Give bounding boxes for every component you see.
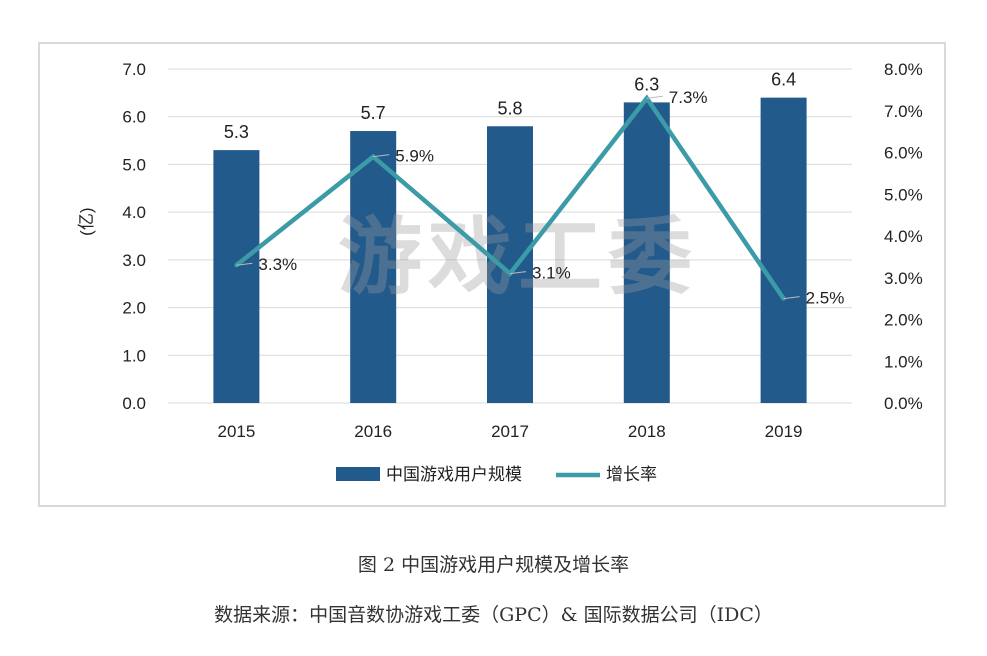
- chart-frame: 0.0 1.0 2.0 3.0 4.0 5.0 6.0 7.0 0.0% 1.0% 2.0% 3.0%…: [38, 42, 946, 507]
- bar: [487, 126, 533, 403]
- bar: [760, 97, 807, 403]
- y2-tick-label: 3.0%: [884, 269, 923, 288]
- data-label-leader: [646, 95, 663, 99]
- x-tick-label: 2018: [628, 422, 666, 441]
- data-label-leader: [236, 262, 253, 266]
- y-tick-label: 0.0: [122, 394, 146, 413]
- data-label-leader: [509, 271, 527, 275]
- x-tick-label: 2016: [354, 422, 392, 441]
- x-tick-label: 2017: [491, 422, 529, 441]
- y-tick-label: 7.0: [122, 60, 146, 79]
- combo-chart: 0.0 1.0 2.0 3.0 4.0 5.0 6.0 7.0 0.0% 1.0% 2.0% 3.0%…: [77, 60, 923, 485]
- bar: [213, 150, 260, 403]
- y2-tick-label: 5.0%: [884, 185, 923, 204]
- line-data-label: 3.3%: [258, 255, 297, 274]
- y2-tick-label: 6.0%: [884, 144, 923, 163]
- x-tick-label: 2019: [765, 422, 803, 441]
- line-data-label: 2.5%: [806, 289, 845, 308]
- line-data-label: 3.1%: [532, 264, 571, 283]
- legend-label-line: 增长率: [606, 465, 657, 485]
- bar-data-label: 6.4: [771, 70, 796, 90]
- y2-tick-label: 4.0%: [884, 227, 923, 246]
- bar: [623, 102, 670, 404]
- y-tick-label: 6.0: [122, 108, 146, 127]
- bar-data-label: 5.7: [361, 103, 386, 123]
- watermark: 游戏工委: [338, 208, 698, 306]
- data-label-leader: [783, 296, 800, 300]
- line-data-label: 7.3%: [669, 88, 708, 107]
- x-tick-label: 2015: [217, 422, 255, 441]
- y-tick-label: 2.0: [122, 299, 146, 318]
- y-axis-label: (亿): [77, 208, 96, 236]
- line-data-label: 5.9%: [395, 147, 434, 166]
- y-tick-label: 3.0: [122, 251, 146, 270]
- y2-tick-label: 0.0%: [884, 394, 923, 413]
- bar-data-label: 5.8: [497, 98, 522, 118]
- y2-tick-label: 7.0%: [884, 102, 923, 121]
- legend-swatch-bar: [336, 467, 380, 481]
- y-tick-label: 5.0: [122, 155, 146, 174]
- y-tick-label: 1.0: [122, 346, 146, 365]
- data-label-leader: [373, 154, 390, 158]
- bar-data-label: 5.3: [224, 122, 249, 142]
- figure-source: 数据来源：中国音数协游戏工委（GPC）& 国际数据公司（IDC）: [214, 604, 773, 626]
- bar-data-label: 6.3: [634, 74, 659, 94]
- legend-label-bar: 中国游戏用户规模: [386, 465, 522, 485]
- figure-title: 图 2 中国游戏用户规模及增长率: [357, 554, 630, 576]
- y-tick-label: 4.0: [122, 203, 146, 222]
- y2-tick-label: 8.0%: [884, 60, 923, 79]
- y2-tick-label: 1.0%: [884, 352, 923, 371]
- line-point: [508, 271, 512, 276]
- bar: [350, 131, 397, 403]
- y2-tick-label: 2.0%: [884, 311, 923, 330]
